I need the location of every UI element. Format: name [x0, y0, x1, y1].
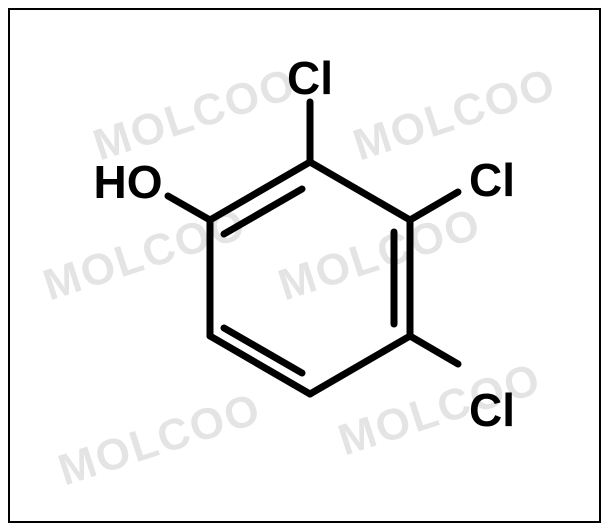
atom-label-cl: Cl: [287, 51, 333, 105]
atom-label-cl: Cl: [469, 153, 515, 207]
bond: [310, 162, 410, 220]
bond-substituent: [410, 336, 458, 364]
bond-inner: [224, 189, 302, 234]
molecule-canvas: MOLCOO MOLCOO MOLCOO MOLCOO MOLCOO MOLCO…: [10, 10, 599, 521]
atom-label-cl: Cl: [469, 383, 515, 437]
atom-label-oh: HO: [94, 155, 163, 209]
image-frame: MOLCOO MOLCOO MOLCOO MOLCOO MOLCOO MOLCO…: [8, 8, 601, 523]
bond: [310, 336, 410, 394]
bond-substituent: [410, 192, 458, 220]
bond-substituent: [168, 196, 210, 220]
